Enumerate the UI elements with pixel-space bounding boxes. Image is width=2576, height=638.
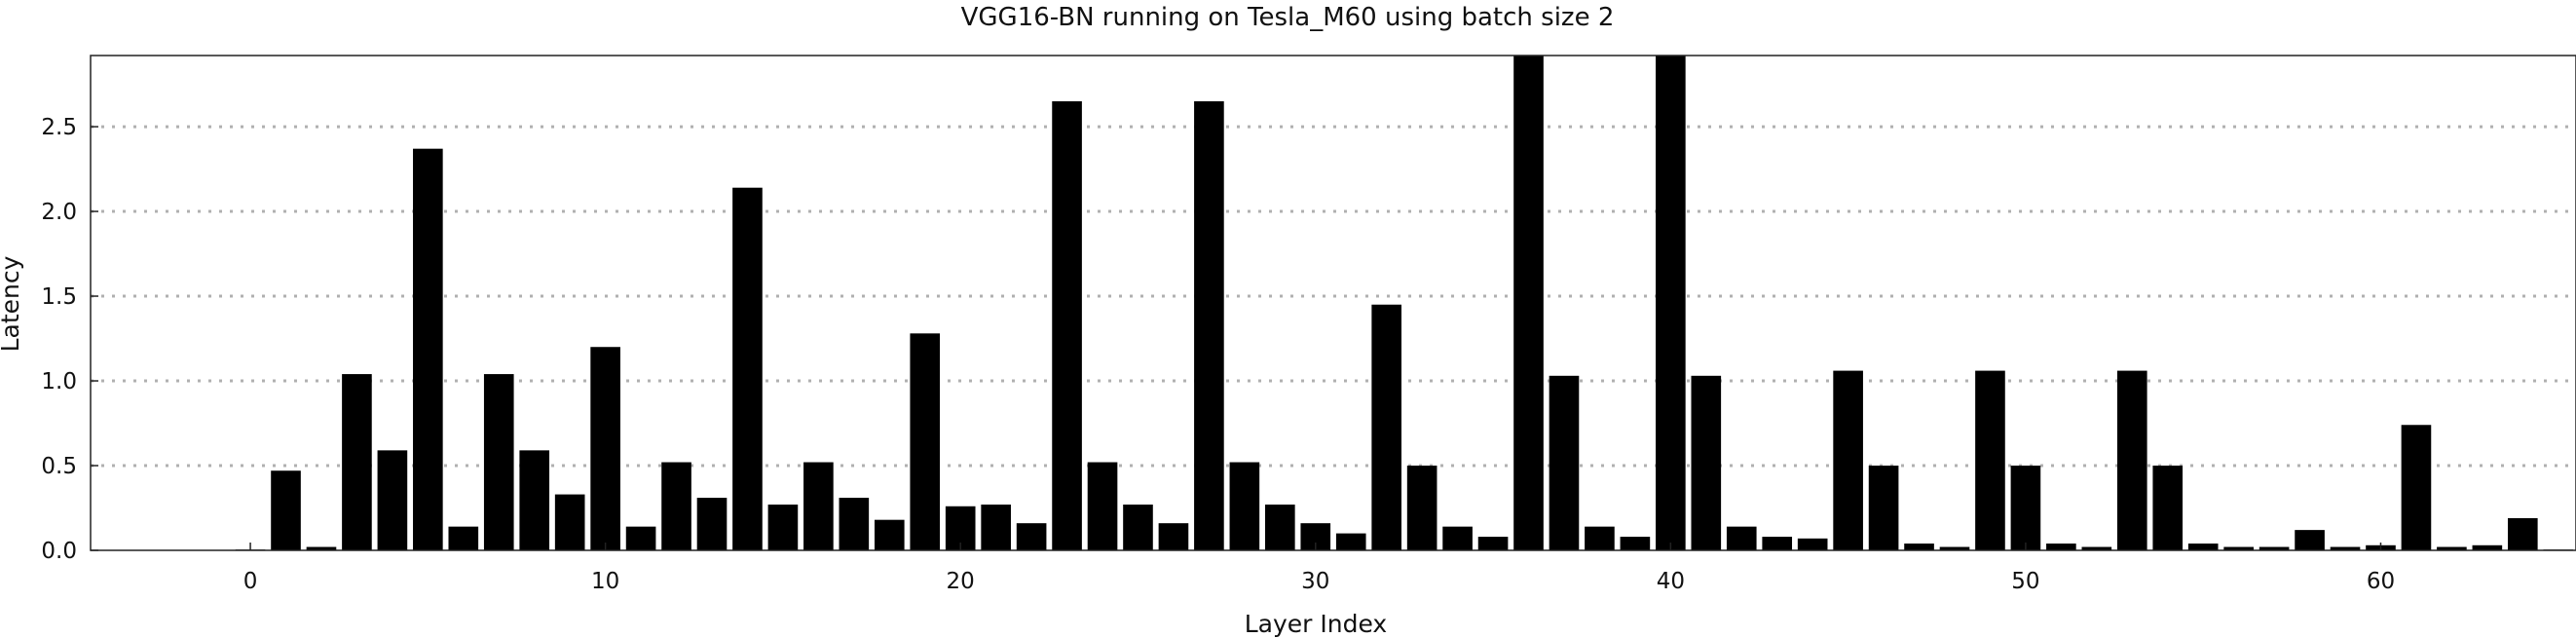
gridlines bbox=[91, 125, 2576, 468]
bar-layer-7 bbox=[483, 374, 514, 550]
bar-layer-39 bbox=[1620, 537, 1651, 550]
bar-layer-46 bbox=[1868, 466, 1899, 550]
bar-layer-11 bbox=[625, 526, 656, 550]
bar-layer-23 bbox=[1052, 100, 1082, 551]
bar-layer-28 bbox=[1229, 462, 1260, 550]
y-tick-label: 0.0 bbox=[41, 539, 77, 564]
bar-layer-54 bbox=[2152, 466, 2184, 550]
bar-layer-4 bbox=[377, 450, 408, 550]
chart-title: VGG16-BN running on Tesla_M60 using batc… bbox=[961, 3, 1615, 32]
bar-layer-22 bbox=[1016, 523, 1047, 550]
bar-layer-19 bbox=[910, 333, 941, 550]
bar-layer-16 bbox=[803, 462, 834, 550]
bar-layer-53 bbox=[2116, 370, 2147, 550]
bar-layer-58 bbox=[2295, 530, 2325, 550]
bar-layer-25 bbox=[1123, 505, 1153, 550]
bar-layer-9 bbox=[554, 494, 585, 550]
bar-layer-37 bbox=[1549, 375, 1580, 550]
bars bbox=[235, 56, 2574, 551]
bar-layer-17 bbox=[839, 498, 870, 550]
bar-layer-6 bbox=[448, 526, 479, 550]
x-axis-label: Layer Index bbox=[1245, 610, 1387, 638]
bar-layer-43 bbox=[1762, 537, 1793, 550]
bar-layer-42 bbox=[1726, 526, 1757, 550]
x-tick-label: 0 bbox=[243, 569, 258, 594]
bar-layer-59 bbox=[2330, 546, 2361, 550]
bar-layer-10 bbox=[590, 347, 620, 550]
bar-layer-2 bbox=[306, 546, 337, 550]
x-tick-label: 50 bbox=[2011, 569, 2039, 594]
y-axis-ticks: 0.0 0.5 1.0 1.5 2.0 2.5 bbox=[41, 115, 98, 564]
bar-layer-56 bbox=[2223, 546, 2254, 550]
bar-layer-55 bbox=[2187, 544, 2219, 550]
bar-layer-14 bbox=[732, 187, 763, 551]
bar-layer-45 bbox=[1833, 370, 1863, 550]
bar-layer-41 bbox=[1691, 375, 1722, 550]
bar-layer-24 bbox=[1087, 462, 1118, 550]
bar-layer-5 bbox=[413, 148, 443, 550]
x-tick-label: 40 bbox=[1657, 569, 1685, 594]
y-tick-label: 2.5 bbox=[41, 115, 77, 140]
bar-layer-31 bbox=[1335, 533, 1366, 550]
bar-layer-12 bbox=[661, 462, 691, 550]
x-tick-label: 20 bbox=[947, 569, 975, 594]
bar-layer-33 bbox=[1406, 466, 1437, 550]
y-tick-label: 0.5 bbox=[41, 454, 77, 479]
plot-frame bbox=[90, 55, 2576, 551]
x-axis-ticks: 0 10 20 30 40 50 60 bbox=[243, 543, 2395, 594]
bar-layer-34 bbox=[1442, 526, 1473, 550]
y-tick-label: 1.5 bbox=[41, 284, 77, 310]
bar-layer-40 bbox=[1656, 56, 1686, 550]
bar-layer-3 bbox=[342, 374, 372, 550]
y-axis-label: Latency bbox=[0, 255, 24, 352]
bar-layer-48 bbox=[1939, 546, 1970, 550]
bar-layer-44 bbox=[1797, 538, 1828, 550]
bar-layer-61 bbox=[2401, 425, 2432, 550]
bar-layer-18 bbox=[874, 519, 905, 550]
bar-layer-47 bbox=[1904, 544, 1934, 550]
x-tick-label: 30 bbox=[1301, 569, 1329, 594]
bar-layer-29 bbox=[1265, 505, 1295, 550]
bar-layer-51 bbox=[2046, 544, 2076, 550]
bar-layer-49 bbox=[1975, 370, 2005, 550]
bar-layer-57 bbox=[2259, 546, 2290, 550]
bar-layer-50 bbox=[2010, 466, 2041, 550]
bar-layer-15 bbox=[767, 505, 799, 550]
bar-layer-8 bbox=[519, 450, 550, 550]
bar-layer-32 bbox=[1371, 304, 1401, 550]
bar-layer-38 bbox=[1585, 526, 1615, 550]
bar-layer-1 bbox=[271, 470, 301, 550]
bar-layer-62 bbox=[2437, 546, 2467, 550]
bar-layer-13 bbox=[696, 498, 728, 550]
x-tick-label: 10 bbox=[591, 569, 619, 594]
bar-layer-52 bbox=[2081, 546, 2112, 550]
bar-layer-21 bbox=[981, 505, 1011, 550]
y-tick-label: 1.0 bbox=[41, 369, 77, 394]
x-tick-label: 60 bbox=[2367, 569, 2395, 594]
y-tick-label: 2.0 bbox=[41, 200, 77, 225]
bar-layer-64 bbox=[2508, 517, 2538, 550]
bar-layer-63 bbox=[2472, 544, 2503, 550]
bar-layer-36 bbox=[1513, 56, 1544, 550]
bar-layer-35 bbox=[1477, 537, 1509, 550]
bar-layer-27 bbox=[1194, 100, 1224, 551]
bar-layer-26 bbox=[1158, 523, 1189, 550]
